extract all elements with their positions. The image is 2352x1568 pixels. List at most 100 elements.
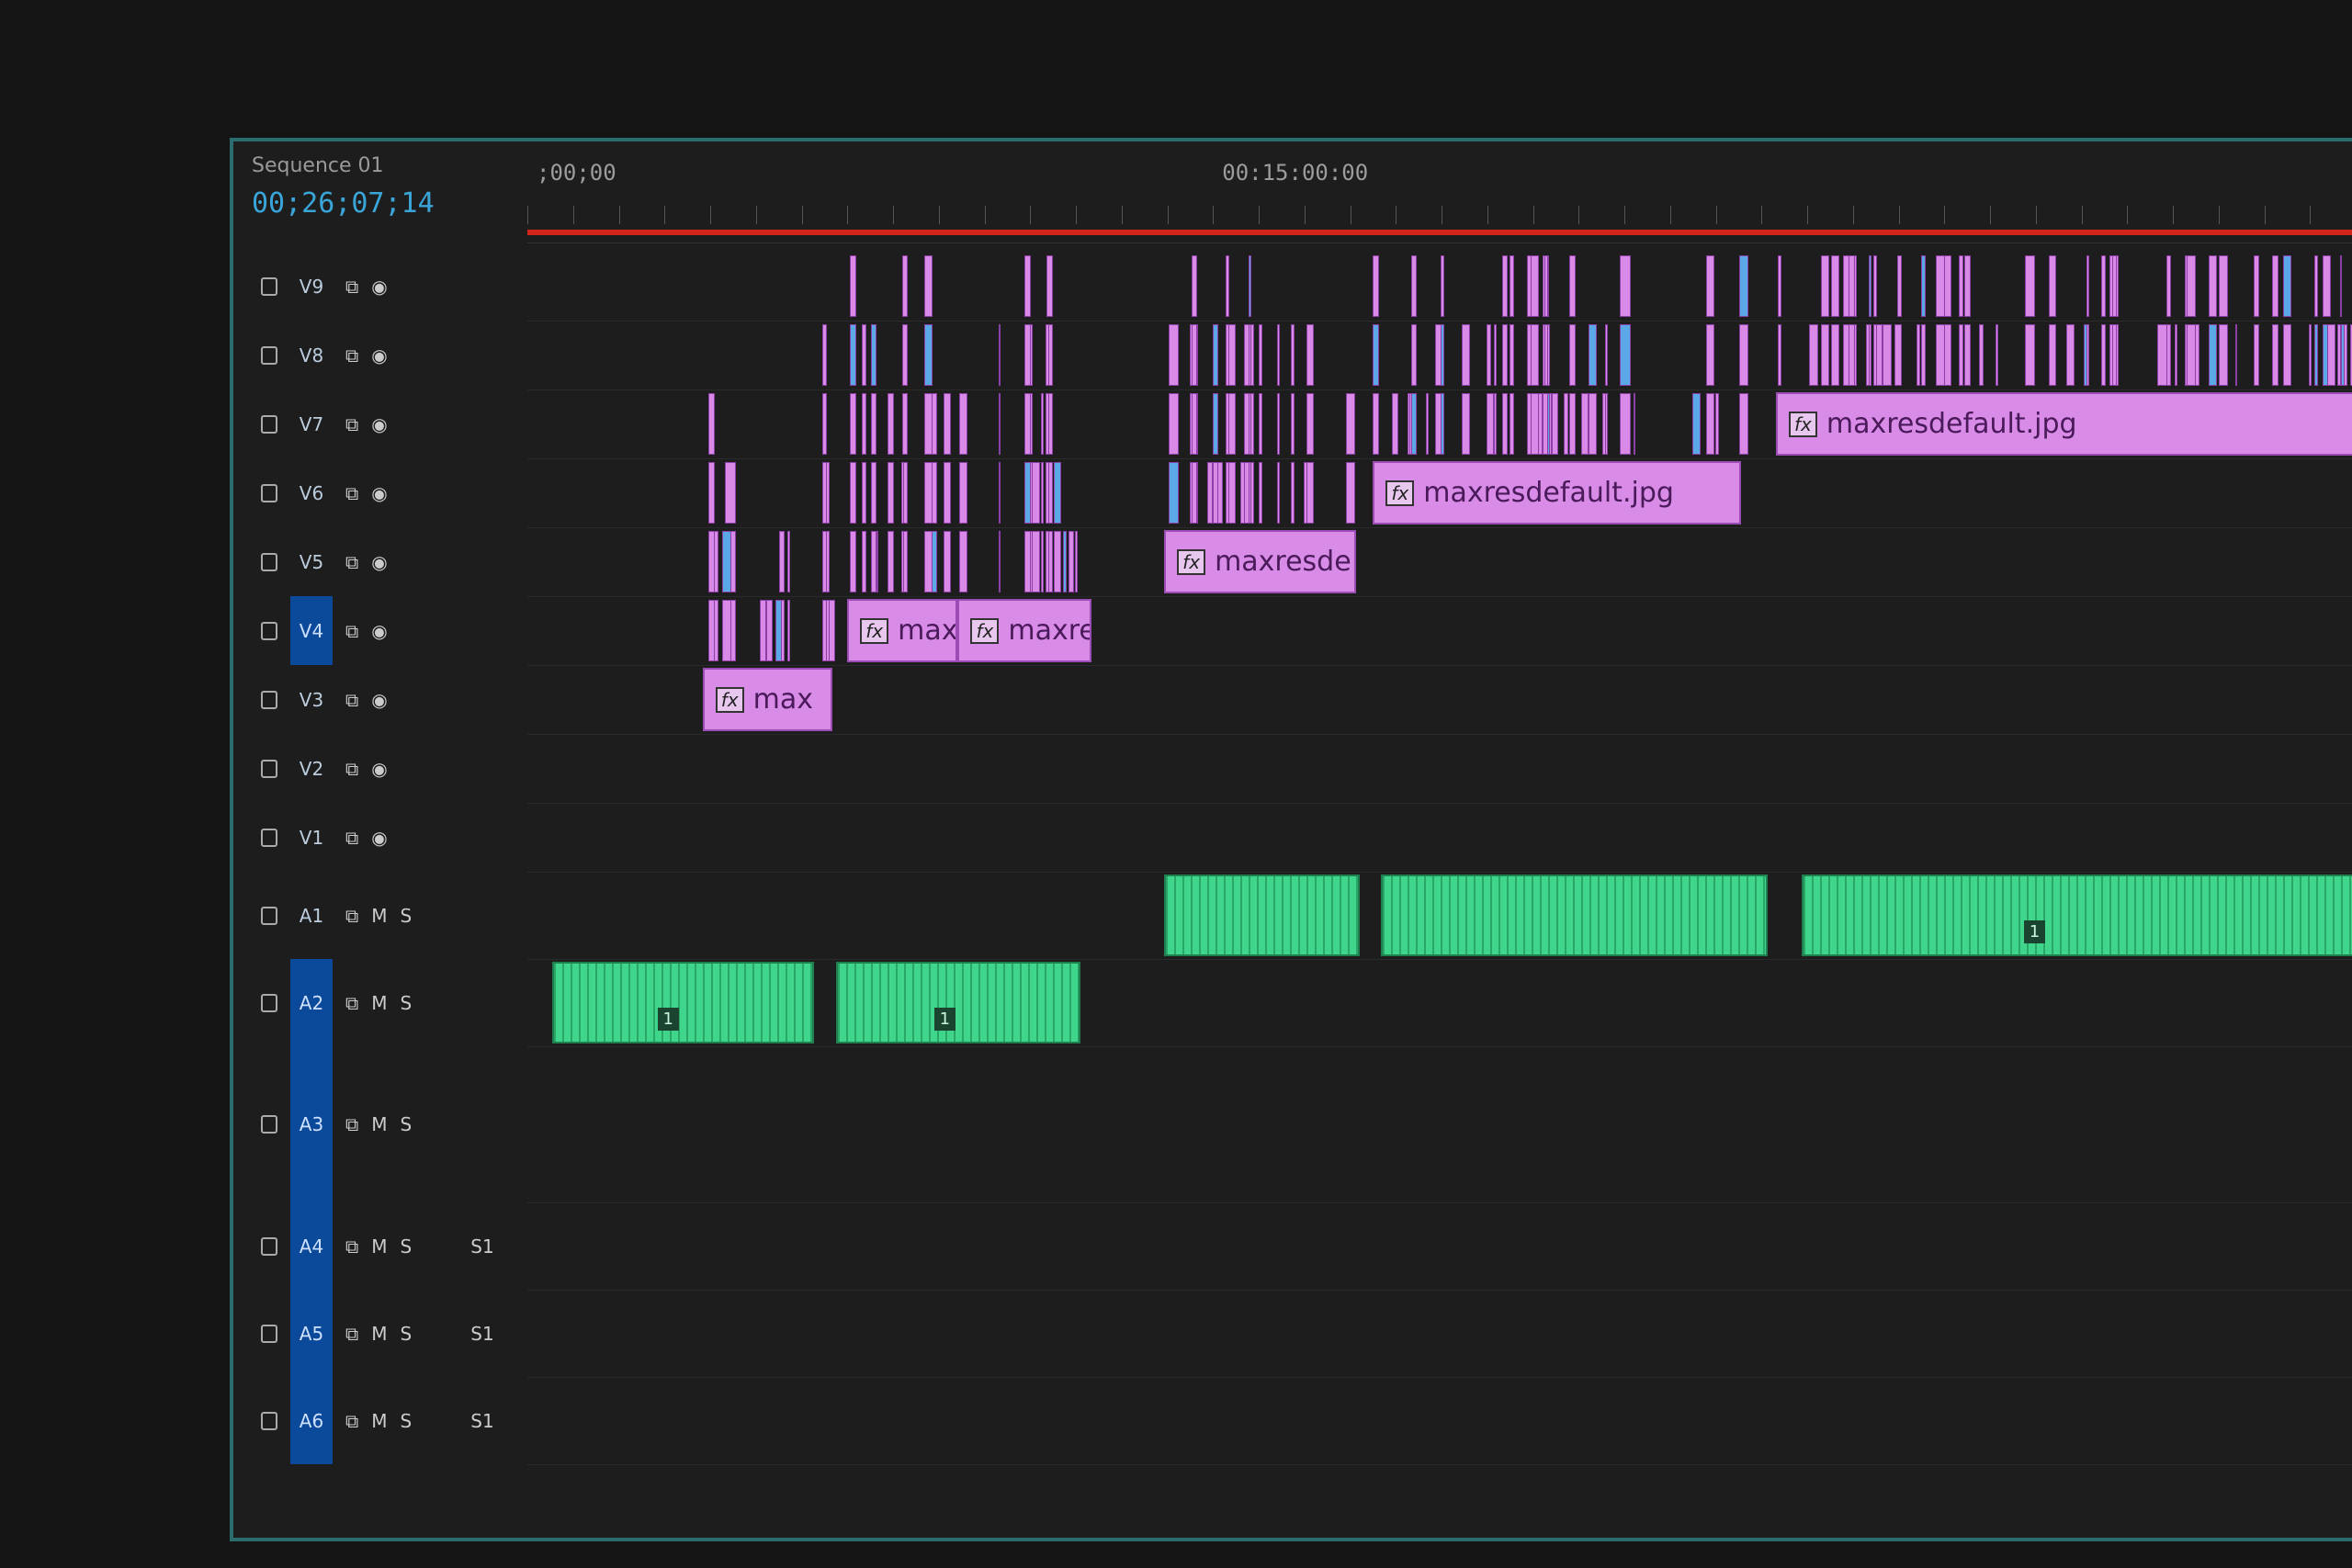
track-name[interactable]: V8 xyxy=(299,344,324,367)
video-clip-segment[interactable] xyxy=(1894,324,1902,386)
video-clip-segment[interactable] xyxy=(2350,324,2352,386)
video-clip-segment[interactable] xyxy=(1041,531,1044,592)
video-clip-segment[interactable] xyxy=(2282,255,2291,317)
video-clip-segment[interactable] xyxy=(1212,393,1218,455)
video-clip-segment[interactable] xyxy=(2174,324,2178,386)
track-header-v9[interactable]: V9 ⧉ ◉ xyxy=(233,252,527,321)
track-header-a2[interactable]: A2 ⧉ M S xyxy=(233,959,527,1046)
video-clip-segment[interactable] xyxy=(826,462,831,524)
sync-icon[interactable]: ⧉ xyxy=(345,1235,359,1258)
video-clip-segment[interactable] xyxy=(1024,462,1031,524)
video-clip-segment[interactable] xyxy=(2209,255,2218,317)
video-clip-segment[interactable] xyxy=(1580,393,1589,455)
video-clip-segment[interactable] xyxy=(1568,255,1576,317)
video-clip-segment[interactable] xyxy=(958,462,968,524)
solo-button[interactable]: S xyxy=(400,991,413,1014)
video-clip-segment[interactable] xyxy=(2272,255,2279,317)
video-clip[interactable]: fx maxresde xyxy=(1164,530,1357,593)
track-header-a1[interactable]: A1 ⧉ M S xyxy=(233,872,527,959)
lock-icon[interactable] xyxy=(261,759,277,778)
audio-clip[interactable] xyxy=(1164,874,1361,956)
track-header-v1[interactable]: V1 ⧉ ◉ xyxy=(233,803,527,872)
mute-button[interactable]: M xyxy=(371,1322,388,1345)
mute-button[interactable]: M xyxy=(371,1113,388,1135)
video-clip-segment[interactable] xyxy=(2339,255,2343,317)
video-clip-segment[interactable] xyxy=(1408,393,1411,455)
video-clip-segment[interactable] xyxy=(1373,255,1379,317)
track-header-v8[interactable]: V8 ⧉ ◉ xyxy=(233,321,527,389)
video-clip-segment[interactable] xyxy=(1168,462,1180,524)
mute-button[interactable]: M xyxy=(371,991,388,1014)
lock-icon[interactable] xyxy=(261,621,277,640)
video-clip-segment[interactable] xyxy=(1619,393,1631,455)
video-clip-segment[interactable] xyxy=(1604,324,1608,386)
video-clip-segment[interactable] xyxy=(2166,324,2172,386)
video-clip-segment[interactable] xyxy=(1547,393,1551,455)
video-clip-segment[interactable] xyxy=(2314,324,2319,386)
video-clip-segment[interactable] xyxy=(1943,324,1952,386)
lock-icon[interactable] xyxy=(261,690,277,709)
video-clip-segment[interactable] xyxy=(1943,255,1952,317)
video-clip-segment[interactable] xyxy=(1290,393,1295,455)
video-clip-segment[interactable] xyxy=(2187,255,2196,317)
lock-icon[interactable] xyxy=(261,276,277,296)
sync-icon[interactable]: ⧉ xyxy=(345,991,359,1014)
video-clip-segment[interactable] xyxy=(901,324,909,386)
video-clip-segment[interactable] xyxy=(1259,324,1263,386)
video-clip-segment[interactable] xyxy=(1461,393,1470,455)
lock-icon[interactable] xyxy=(261,414,277,434)
video-clip-segment[interactable] xyxy=(887,462,895,524)
sync-icon[interactable]: ⧉ xyxy=(345,757,359,780)
video-clip-segment[interactable] xyxy=(1290,462,1295,524)
lock-icon[interactable] xyxy=(261,993,277,1012)
sync-icon[interactable]: ⧉ xyxy=(345,1409,359,1432)
video-clip-segment[interactable] xyxy=(924,393,933,455)
track-header-a6[interactable]: A6 ⧉ M S S1 xyxy=(233,1377,527,1464)
video-clip-segment[interactable] xyxy=(708,393,715,455)
video-clip-segment[interactable] xyxy=(786,531,791,592)
video-clip-segment[interactable] xyxy=(1306,393,1314,455)
video-clip-segment[interactable] xyxy=(1509,393,1514,455)
track-name[interactable]: A1 xyxy=(299,904,324,927)
mute-button[interactable]: M xyxy=(371,1409,388,1432)
video-clip-segment[interactable] xyxy=(1531,255,1540,317)
video-clip-segment[interactable] xyxy=(924,462,933,524)
video-clip-segment[interactable] xyxy=(1493,324,1497,386)
track-header-v5[interactable]: V5 ⧉ ◉ xyxy=(233,527,527,596)
video-clip-segment[interactable] xyxy=(1024,324,1031,386)
video-clip-segment[interactable] xyxy=(1502,255,1508,317)
video-clip-segment[interactable] xyxy=(1979,324,1984,386)
video-clip-segment[interactable] xyxy=(1306,324,1314,386)
video-clip-segment[interactable] xyxy=(944,462,951,524)
video-clip-segment[interactable] xyxy=(1212,324,1218,386)
video-clip-segment[interactable] xyxy=(1228,324,1236,386)
video-clip-segment[interactable] xyxy=(2086,255,2090,317)
video-clip-segment[interactable] xyxy=(1276,324,1280,386)
video-clip-segment[interactable] xyxy=(822,600,827,661)
video-clip-segment[interactable] xyxy=(1778,255,1782,317)
video-clip-segment[interactable] xyxy=(1024,255,1031,317)
video-clip-segment[interactable] xyxy=(1509,255,1514,317)
eye-icon[interactable]: ◉ xyxy=(371,826,388,849)
audio-clip[interactable]: 1 xyxy=(835,962,1080,1043)
video-clip-segment[interactable] xyxy=(2234,324,2237,386)
eye-icon[interactable]: ◉ xyxy=(371,619,388,642)
video-clip-segment[interactable] xyxy=(1568,324,1576,386)
video-clip-segment[interactable] xyxy=(1259,462,1263,524)
video-clip-segment[interactable] xyxy=(1306,462,1314,524)
video-clip-segment[interactable] xyxy=(2218,324,2228,386)
solo-button[interactable]: S xyxy=(400,904,413,927)
playhead-timecode[interactable]: 00;26;07;14 xyxy=(252,187,435,220)
mute-button[interactable]: M xyxy=(371,904,388,927)
video-clip-segment[interactable] xyxy=(2340,324,2345,386)
track-name[interactable]: V7 xyxy=(299,412,324,435)
video-clip-segment[interactable] xyxy=(1633,393,1635,455)
video-clip-segment[interactable] xyxy=(1531,324,1540,386)
track-header-v6[interactable]: V6 ⧉ ◉ xyxy=(233,458,527,527)
video-clip-segment[interactable] xyxy=(1552,393,1559,455)
video-clip-segment[interactable] xyxy=(1024,393,1031,455)
video-clip-segment[interactable] xyxy=(1527,255,1532,317)
video-clip-segment[interactable] xyxy=(2308,324,2312,386)
video-clip-segment[interactable] xyxy=(1046,393,1049,455)
video-clip-segment[interactable] xyxy=(1896,255,1903,317)
